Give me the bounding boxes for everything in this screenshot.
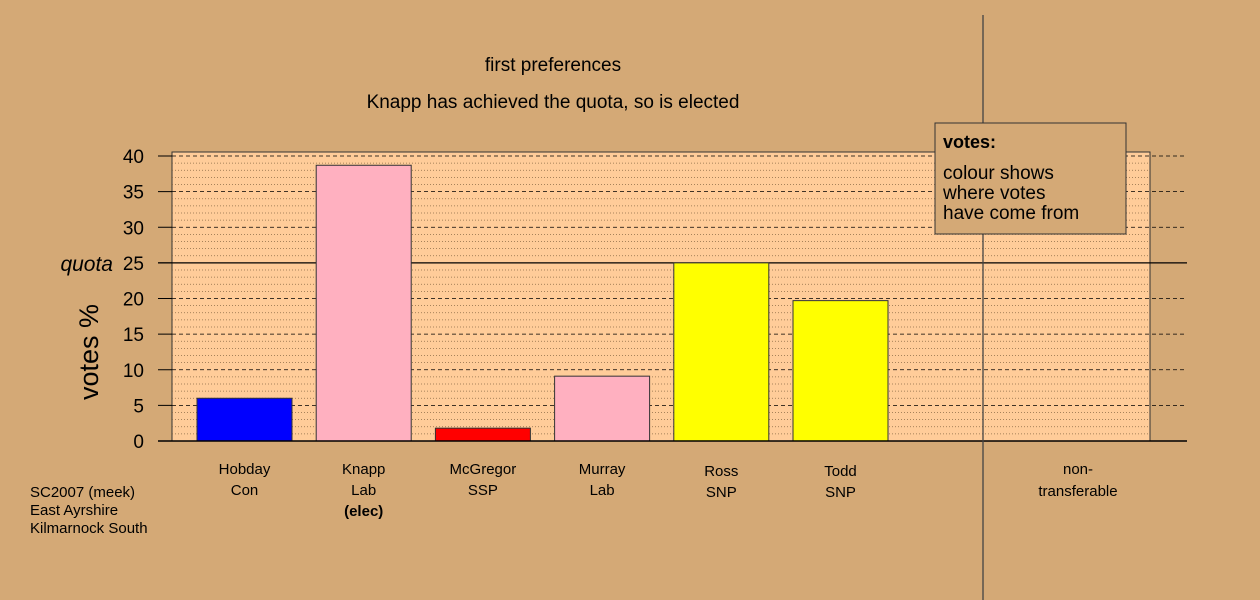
bar-mcgregor	[434, 427, 531, 442]
candidate-name: Hobday	[219, 461, 271, 478]
y-tick-label: 15	[123, 325, 144, 346]
bar-ross	[673, 262, 770, 442]
candidate-party: SNP	[706, 484, 737, 501]
candidate-name: Knapp	[342, 461, 385, 478]
y-tick-label: 35	[123, 183, 144, 204]
quota-label: quota	[60, 253, 113, 276]
y-tick-label: 10	[123, 361, 144, 382]
legend-line: colour shows	[943, 163, 1054, 184]
legend-line: have come from	[943, 203, 1079, 224]
bar-murray	[554, 375, 651, 442]
chart-subtitle: Knapp has achieved the quota, so is elec…	[367, 92, 740, 113]
y-tick-label: 20	[123, 290, 144, 311]
y-tick-label: 25	[123, 254, 144, 275]
candidate-name: Ross	[704, 463, 738, 480]
candidate-party: SSP	[468, 482, 498, 499]
candidate-name: Murray	[579, 461, 626, 478]
candidate-party: SNP	[825, 484, 856, 501]
candidate-party: Lab	[351, 482, 376, 499]
y-tick-label: 0	[133, 432, 144, 453]
legend-title: votes:	[943, 132, 996, 152]
candidate-name: McGregor	[450, 461, 517, 478]
chart-title: first preferences	[485, 55, 621, 76]
caption-ward: Kilmarnock South	[30, 520, 148, 537]
candidate-party: Lab	[590, 482, 615, 499]
bar-todd	[792, 300, 889, 442]
election-caption: SC2007 (meek) East Ayrshire Kilmarnock S…	[30, 484, 148, 538]
bar-knapp	[315, 164, 412, 442]
y-tick-label: 30	[123, 218, 144, 239]
y-tick-label: 5	[133, 396, 144, 417]
candidate-party: Con	[231, 482, 259, 499]
y-axis-label: votes %	[74, 304, 104, 400]
y-tick-label: 40	[123, 147, 144, 168]
candidate-name: Todd	[824, 463, 857, 480]
nontransferable-label-1: non-	[1063, 461, 1093, 478]
legend-box	[934, 122, 1127, 235]
caption-council: East Ayrshire	[30, 502, 119, 519]
nontransferable-label-2: transferable	[1038, 483, 1117, 500]
caption-election: SC2007 (meek)	[30, 484, 136, 501]
legend-line: where votes	[942, 183, 1045, 204]
elected-note: (elec)	[344, 503, 383, 520]
bar-hobday	[196, 397, 293, 442]
